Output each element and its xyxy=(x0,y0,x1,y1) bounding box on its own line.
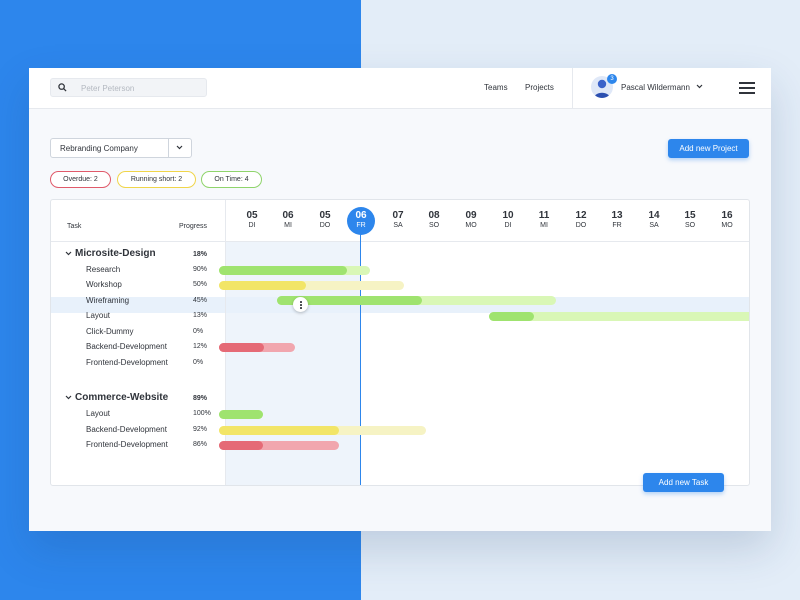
task-name[interactable]: Research xyxy=(86,265,121,274)
add-task-button[interactable]: Add new Task xyxy=(643,473,724,492)
filter-on-time[interactable]: On Time: 4 xyxy=(201,171,262,188)
task-column-divider xyxy=(225,200,226,485)
day-column: 06 MI xyxy=(282,210,294,229)
task-bar[interactable] xyxy=(219,281,404,290)
day-column: 05 DI xyxy=(246,210,258,229)
task-name[interactable]: Layout xyxy=(86,409,111,418)
task-progress: 50% xyxy=(193,281,208,288)
task-bar-progress xyxy=(219,343,264,352)
search-input[interactable] xyxy=(81,81,201,95)
column-header-progress: Progress xyxy=(179,223,208,230)
task-bar[interactable] xyxy=(277,296,556,305)
task-bar[interactable] xyxy=(219,410,263,419)
task-progress: 92% xyxy=(193,426,208,433)
today-line xyxy=(360,234,361,485)
filter-overdue[interactable]: Overdue: 2 xyxy=(50,171,111,188)
task-progress: 100% xyxy=(193,410,211,417)
day-column: 13 FR xyxy=(611,210,623,229)
day-column-today: 06 FR xyxy=(355,210,367,229)
chevron-down-icon[interactable] xyxy=(65,251,72,256)
day-column: 10 DI xyxy=(502,210,514,229)
project-select-value: Rebranding Company xyxy=(60,144,138,153)
day-column: 15 SO xyxy=(684,210,696,229)
task-bar[interactable] xyxy=(219,343,295,352)
notification-badge: 3 xyxy=(607,74,617,84)
column-header-task: Task xyxy=(67,223,82,230)
gantt-panel: Task Progress 05 DI 06 MI 05 DO 06 FR 07 SA 0… xyxy=(50,199,750,486)
task-bar-progress xyxy=(219,426,339,435)
more-options-icon[interactable] xyxy=(293,297,308,312)
search-box[interactable] xyxy=(50,78,207,97)
group-progress: 89% xyxy=(193,395,208,402)
day-column: 08 SO xyxy=(428,210,440,229)
task-progress: 0% xyxy=(193,328,204,335)
task-progress: 12% xyxy=(193,343,208,350)
app-window: Teams Projects 3 Pascal Wildermann Rebra… xyxy=(29,68,771,531)
task-name[interactable]: Frontend-Development xyxy=(86,440,168,449)
group-progress: 18% xyxy=(193,251,208,258)
day-column: 16 MO xyxy=(721,210,733,229)
project-select[interactable]: Rebranding Company xyxy=(50,138,192,158)
user-name[interactable]: Pascal Wildermann xyxy=(621,83,690,92)
day-column: 12 DO xyxy=(575,210,587,229)
task-name[interactable]: Layout xyxy=(86,311,111,320)
group-title[interactable]: Commerce-Website xyxy=(75,392,169,403)
task-bar[interactable] xyxy=(219,426,426,435)
task-name[interactable]: Wireframing xyxy=(86,296,130,305)
top-bar: Teams Projects 3 Pascal Wildermann xyxy=(29,68,771,109)
task-bar[interactable] xyxy=(219,441,339,450)
group-title[interactable]: Microsite-Design xyxy=(75,248,156,259)
task-progress: 0% xyxy=(193,359,204,366)
task-progress: 86% xyxy=(193,441,208,448)
day-column: 09 MO xyxy=(465,210,477,229)
task-bar-progress xyxy=(219,441,263,450)
task-name[interactable]: Backend-Development xyxy=(86,425,167,434)
day-column: 07 SA xyxy=(392,210,404,229)
task-progress: 90% xyxy=(193,266,208,273)
today-marker xyxy=(347,207,375,235)
task-bar-progress xyxy=(219,281,306,290)
header-divider xyxy=(51,241,749,242)
task-progress: 45% xyxy=(193,297,208,304)
task-bar-progress xyxy=(489,312,534,321)
user-avatar-icon xyxy=(594,79,610,98)
task-bar[interactable] xyxy=(489,312,749,321)
menu-icon[interactable] xyxy=(739,82,755,94)
nav-teams[interactable]: Teams xyxy=(484,83,508,92)
task-bar-progress xyxy=(277,296,422,305)
day-column: 05 DO xyxy=(319,210,331,229)
task-bar-progress xyxy=(219,266,347,275)
chevron-down-icon xyxy=(176,145,183,150)
task-bar-progress xyxy=(219,410,263,419)
add-project-button[interactable]: Add new Project xyxy=(668,139,749,158)
task-name[interactable]: Frontend-Development xyxy=(86,358,168,367)
chevron-down-icon[interactable] xyxy=(65,395,72,400)
header-divider xyxy=(572,68,573,109)
nav-projects[interactable]: Projects xyxy=(525,83,554,92)
task-name[interactable]: Click-Dummy xyxy=(86,327,134,336)
filter-running-short[interactable]: Running short: 2 xyxy=(117,171,196,188)
task-bar[interactable] xyxy=(219,266,370,275)
task-progress: 13% xyxy=(193,312,208,319)
task-name[interactable]: Backend-Development xyxy=(86,342,167,351)
day-column: 11 MI xyxy=(538,210,550,229)
chevron-down-icon[interactable] xyxy=(696,84,703,89)
day-column: 14 SA xyxy=(648,210,660,229)
search-icon xyxy=(58,83,67,92)
task-name[interactable]: Workshop xyxy=(86,280,122,289)
